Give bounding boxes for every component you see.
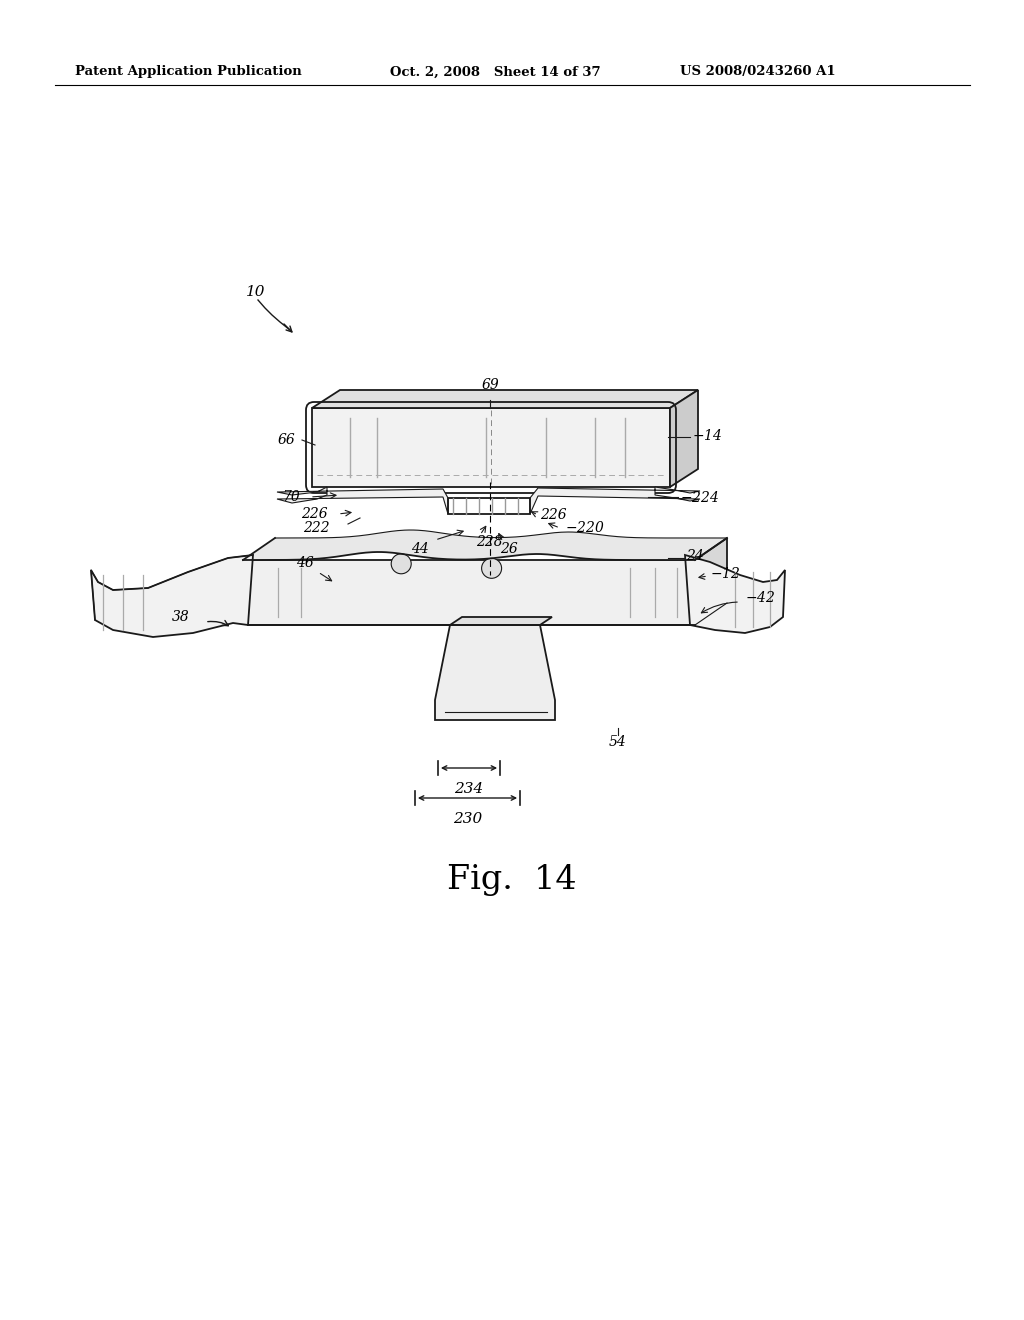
Text: $-$12: $-$12 (710, 565, 740, 581)
Text: 226: 226 (301, 507, 328, 521)
Text: 46: 46 (296, 556, 314, 570)
Text: $-$42: $-$42 (745, 590, 775, 606)
Text: 66: 66 (278, 433, 295, 447)
Polygon shape (91, 554, 253, 638)
Polygon shape (685, 554, 785, 634)
Polygon shape (435, 624, 555, 719)
Text: US 2008/0243260 A1: US 2008/0243260 A1 (680, 66, 836, 78)
Text: $-$14: $-$14 (692, 428, 722, 442)
Text: Patent Application Publication: Patent Application Publication (75, 66, 302, 78)
Text: 230: 230 (453, 812, 482, 826)
Text: $-$220: $-$220 (565, 520, 604, 536)
Polygon shape (243, 560, 695, 624)
Text: Oct. 2, 2008   Sheet 14 of 37: Oct. 2, 2008 Sheet 14 of 37 (390, 66, 601, 78)
Text: 69: 69 (481, 378, 499, 392)
Circle shape (391, 554, 412, 574)
Text: Fig.  14: Fig. 14 (447, 865, 577, 896)
Text: 54: 54 (609, 735, 627, 748)
Polygon shape (312, 408, 670, 487)
Text: 38: 38 (172, 610, 190, 624)
Polygon shape (312, 389, 698, 408)
Polygon shape (450, 616, 552, 624)
Text: 228: 228 (476, 535, 503, 549)
Text: $-$224: $-$224 (680, 490, 719, 504)
Text: 26: 26 (500, 543, 518, 556)
Text: 10: 10 (246, 285, 265, 300)
Text: 44: 44 (411, 543, 429, 556)
Text: 24: 24 (686, 549, 703, 564)
Circle shape (481, 558, 502, 578)
Polygon shape (530, 487, 700, 513)
Polygon shape (695, 539, 727, 624)
Text: 70: 70 (283, 490, 300, 504)
Text: 222: 222 (303, 521, 330, 535)
Polygon shape (670, 389, 698, 487)
Text: 234: 234 (455, 781, 483, 796)
Text: 226: 226 (540, 508, 566, 521)
Polygon shape (243, 531, 727, 560)
Polygon shape (278, 487, 449, 513)
